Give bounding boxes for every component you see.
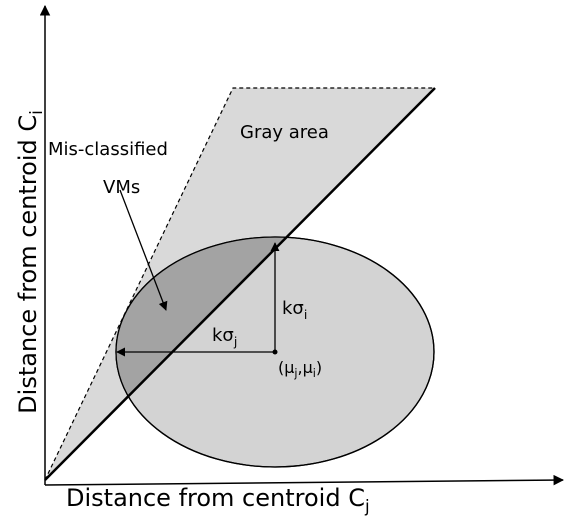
- k-sigma-i: kσi: [282, 298, 307, 322]
- mean-label: (μj,μi): [278, 358, 322, 380]
- text: kσ: [282, 298, 304, 319]
- text: ): [316, 358, 322, 377]
- sub: i: [313, 367, 316, 380]
- sub: j: [364, 496, 370, 516]
- vms-label: VMs: [103, 177, 140, 198]
- decision-line: [44, 87, 436, 481]
- gray-area-label: Gray area: [240, 122, 329, 143]
- dashed-boundary: [44, 87, 435, 481]
- x-axis: [44, 474, 565, 486]
- y-axis-label: Distance from centroid Ci: [14, 110, 46, 414]
- center-dot: [272, 349, 278, 355]
- sub: j: [293, 367, 297, 380]
- text: ,μ: [298, 358, 313, 377]
- ellipse-outline: [115, 236, 435, 468]
- text: kσ: [212, 325, 234, 346]
- pointer-arrow: [119, 189, 168, 311]
- misclassified-label: Mis-classified: [48, 139, 168, 160]
- text: Distance from centroid C: [66, 484, 365, 512]
- sub: j: [233, 334, 238, 349]
- text: Distance from centroid C: [14, 115, 42, 414]
- k-sigma-j: kσj: [212, 325, 237, 349]
- sub: i: [304, 307, 308, 322]
- x-axis-label: Distance from centroid Cj: [66, 484, 370, 516]
- text: (μ: [278, 358, 294, 377]
- sub: i: [26, 110, 46, 115]
